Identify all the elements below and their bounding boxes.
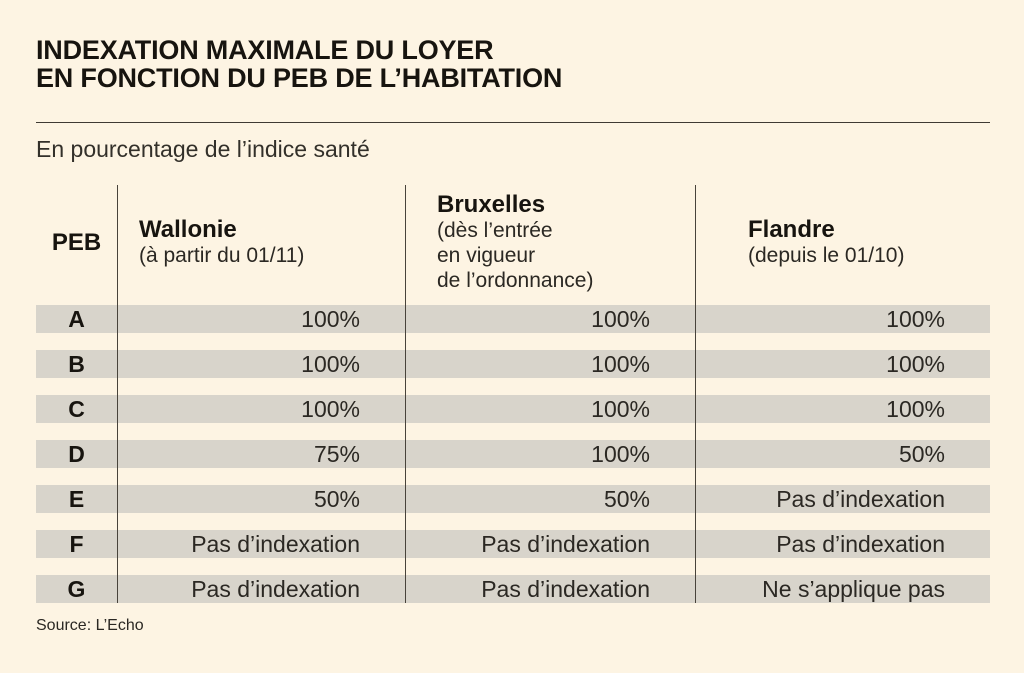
cell-wallonie: 50% bbox=[313, 486, 360, 512]
cell-wallonie: Pas d’indexation bbox=[191, 531, 360, 557]
column-divider-3 bbox=[695, 185, 696, 603]
column-header-sublabel: (depuis le 01/10) bbox=[748, 244, 905, 267]
cell-flandre: 100% bbox=[886, 306, 945, 332]
horizontal-rule bbox=[36, 122, 990, 123]
cell-wallonie: 100% bbox=[301, 351, 360, 377]
cell-wallonie: Pas d’indexation bbox=[191, 576, 360, 602]
subtitle: En pourcentage de l’indice santé bbox=[36, 136, 370, 162]
column-header-peb: PEB bbox=[36, 228, 117, 256]
peb-letter: F bbox=[69, 531, 84, 557]
table-row-f: F Pas d’indexation Pas d’indexation Pas … bbox=[36, 530, 990, 558]
cell-bruxelles: 100% bbox=[591, 396, 650, 422]
table-header-row: PEB Wallonie (à partir du 01/11) Bruxell… bbox=[36, 185, 990, 300]
column-header-label: PEB bbox=[51, 228, 102, 256]
column-header-bruxelles: Bruxelles (dès l’entrée en vigueur de l’… bbox=[405, 192, 695, 293]
page-title-line2: EN FONCTION DU PEB DE L’HABITATION bbox=[36, 63, 563, 93]
cell-bruxelles: 100% bbox=[591, 351, 650, 377]
column-header-sublabel: (dès l’entrée en vigueur de l’ordonnance… bbox=[437, 219, 594, 292]
column-divider-1 bbox=[117, 185, 118, 603]
column-header-label: Bruxelles bbox=[437, 191, 546, 218]
cell-bruxelles: Pas d’indexation bbox=[481, 576, 650, 602]
column-header-label: Wallonie bbox=[139, 216, 237, 243]
table-row-e: E 50% 50% Pas d’indexation bbox=[36, 485, 990, 513]
cell-bruxelles: 50% bbox=[603, 486, 650, 512]
column-header-sublabel: (à partir du 01/11) bbox=[139, 244, 305, 267]
peb-indexation-table: PEB Wallonie (à partir du 01/11) Bruxell… bbox=[36, 185, 990, 603]
cell-bruxelles: Pas d’indexation bbox=[481, 531, 650, 557]
cell-flandre: 100% bbox=[886, 396, 945, 422]
column-header-flandre: Flandre (depuis le 01/10) bbox=[695, 217, 990, 268]
column-header-label: Flandre bbox=[748, 216, 835, 243]
cell-flandre: Pas d’indexation bbox=[776, 486, 945, 512]
peb-letter: D bbox=[68, 441, 85, 467]
table-row-a: A 100% 100% 100% bbox=[36, 305, 990, 333]
cell-flandre: 50% bbox=[898, 441, 945, 467]
cell-flandre: 100% bbox=[886, 351, 945, 377]
peb-letter: E bbox=[68, 486, 85, 512]
table-row-g: G Pas d’indexation Pas d’indexation Ne s… bbox=[36, 575, 990, 603]
cell-wallonie: 100% bbox=[301, 396, 360, 422]
table-body: A 100% 100% 100% B 100% 100% 100% C 100%… bbox=[36, 305, 990, 603]
column-header-wallonie: Wallonie (à partir du 01/11) bbox=[117, 217, 405, 268]
peb-letter: C bbox=[68, 396, 85, 422]
peb-letter: B bbox=[68, 351, 85, 377]
table-row-b: B 100% 100% 100% bbox=[36, 350, 990, 378]
peb-letter: A bbox=[68, 306, 85, 332]
cell-flandre: Pas d’indexation bbox=[776, 531, 945, 557]
cell-bruxelles: 100% bbox=[591, 306, 650, 332]
cell-flandre: Ne s’applique pas bbox=[762, 576, 945, 602]
table-row-c: C 100% 100% 100% bbox=[36, 395, 990, 423]
cell-wallonie: 100% bbox=[301, 306, 360, 332]
table-row-d: D 75% 100% 50% bbox=[36, 440, 990, 468]
peb-letter: G bbox=[67, 576, 86, 602]
page-title: INDEXATION MAXIMALE DU LOYER EN FONCTION… bbox=[36, 36, 562, 92]
cell-bruxelles: 100% bbox=[591, 441, 650, 467]
source-credit: Source: L’Echo bbox=[36, 617, 144, 634]
column-divider-2 bbox=[405, 185, 406, 603]
page-title-line1: INDEXATION MAXIMALE DU LOYER bbox=[36, 35, 494, 65]
cell-wallonie: 75% bbox=[313, 441, 360, 467]
